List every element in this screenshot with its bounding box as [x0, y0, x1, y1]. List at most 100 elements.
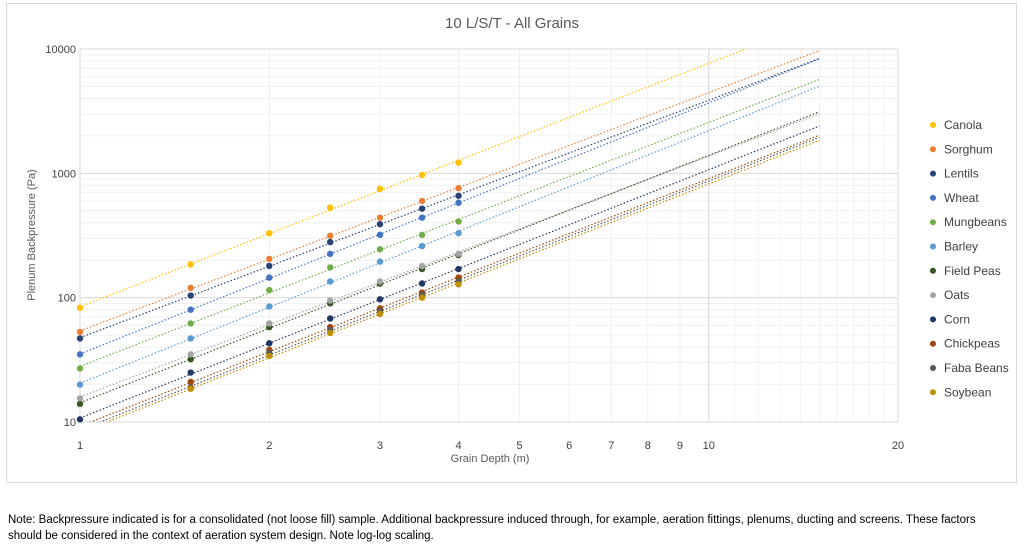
legend-label-faba-beans: Faba Beans — [944, 361, 1009, 375]
y-tick-label: 10 — [64, 417, 76, 429]
x-tick-label: 20 — [892, 440, 904, 452]
trendline-field-peas — [80, 111, 820, 404]
legend-label-sorghum: Sorghum — [944, 142, 993, 156]
trendline-sorghum — [80, 50, 820, 332]
axis-ticks: 10 100 1000 10000 1 2 3 4 5 6 7 8 9 10 20 — [45, 44, 904, 452]
chart-svg: 10 L/S/T - All Grains 10 100 1000 10000 1 2 3 4… — [26, 15, 1009, 465]
data-point-sorghum — [455, 184, 462, 192]
data-point-canola — [455, 159, 462, 166]
data-point-barley — [376, 258, 384, 265]
legend-label-lentils: Lentils — [944, 167, 979, 181]
data-point-canola — [266, 229, 273, 237]
x-tick-label: 3 — [377, 440, 383, 452]
data-point-soybean — [326, 329, 334, 337]
trendline-faba-beans — [98, 136, 820, 422]
data-point-canola — [76, 304, 84, 311]
data-point-barley — [418, 242, 426, 250]
data-point-wheat — [418, 214, 426, 221]
legend-label-barley: Barley — [944, 240, 978, 254]
data-point-corn — [266, 340, 273, 347]
footnote: Note: Backpressure indicated is for a co… — [8, 514, 976, 542]
data-point-mungbeans — [376, 246, 384, 253]
data-point-wheat — [455, 199, 462, 206]
data-point-barley — [76, 381, 84, 388]
data-point-soybean — [266, 352, 273, 360]
y-tick-label: 100 — [58, 293, 76, 305]
legend: Canola Sorghum Lentils Wheat Mungbeans Barley… — [930, 118, 1009, 399]
legend-marker-wheat — [930, 194, 936, 201]
data-point-corn — [187, 369, 194, 376]
data-point-chickpeas — [187, 378, 194, 386]
data-point-oats — [266, 320, 273, 327]
legend-marker-sorghum — [930, 146, 936, 153]
data-point-barley — [187, 335, 194, 342]
legend-label-soybean: Soybean — [944, 385, 991, 399]
data-point-lentils — [326, 238, 334, 246]
trendline-lentils — [80, 57, 820, 339]
data-point-oats — [455, 250, 462, 258]
data-point-wheat — [326, 250, 334, 258]
trendline-mungbeans — [80, 78, 820, 367]
data-point-corn — [76, 416, 84, 423]
x-tick-label: 6 — [566, 440, 572, 452]
trendline-canola — [80, 49, 748, 308]
data-point-canola — [187, 261, 194, 268]
data-point-lentils — [418, 205, 426, 212]
data-point-wheat — [376, 231, 384, 239]
data-point-sorghum — [326, 232, 334, 239]
data-point-oats — [76, 395, 84, 402]
data-point-field-peas — [187, 355, 194, 363]
data-point-mungbeans — [418, 231, 426, 239]
legend-label-chickpeas: Chickpeas — [944, 337, 1000, 351]
legend-label-oats: Oats — [944, 288, 969, 302]
trendline-chickpeas — [89, 134, 820, 422]
data-point-field-peas — [76, 400, 84, 408]
data-point-soybean — [376, 310, 384, 318]
data-point-barley — [326, 278, 334, 285]
data-point-mungbeans — [455, 218, 462, 225]
data-point-sorghum — [76, 328, 84, 336]
legend-marker-canola — [930, 122, 936, 128]
data-point-sorghum — [266, 255, 273, 263]
data-point-lentils — [187, 292, 194, 299]
data-point-soybean — [187, 385, 194, 392]
data-point-oats — [418, 262, 426, 270]
legend-label-wheat: Wheat — [944, 191, 979, 205]
data-point-oats — [187, 351, 194, 358]
data-point-corn — [326, 315, 334, 322]
x-tick-label: 1 — [77, 440, 83, 452]
data-point-oats — [376, 278, 384, 285]
data-point-corn — [455, 265, 462, 273]
trendlines — [80, 49, 820, 422]
x-tick-label: 4 — [455, 440, 461, 452]
data-point-corn — [418, 280, 426, 287]
x-tick-label: 2 — [266, 440, 272, 452]
legend-label-canola: Canola — [944, 118, 982, 132]
data-point-oats — [326, 297, 334, 304]
data-point-mungbeans — [266, 286, 273, 294]
data-point-sorghum — [187, 284, 194, 292]
chart-frame: 10 L/S/T - All Grains 10 100 1000 10000 1 2 3 4… — [6, 3, 1017, 483]
data-point-mungbeans — [326, 264, 334, 271]
legend-marker-lentils — [930, 170, 936, 177]
data-point-soybean — [455, 281, 462, 288]
x-tick-label: 9 — [677, 440, 683, 452]
legend-marker-chickpeas — [930, 340, 936, 347]
x-tick-label: 7 — [608, 440, 614, 452]
data-point-soybean — [418, 294, 426, 301]
legend-marker-barley — [930, 243, 936, 250]
data-point-lentils — [76, 335, 84, 342]
x-tick-label: 10 — [703, 440, 715, 452]
data-point-mungbeans — [187, 320, 194, 327]
data-point-mungbeans — [76, 365, 84, 372]
legend-marker-oats — [930, 292, 936, 299]
trendline-corn — [80, 125, 820, 419]
chart-title: 10 L/S/T - All Grains — [445, 15, 579, 32]
data-point-lentils — [376, 220, 384, 228]
y-tick-label: 1000 — [52, 168, 76, 180]
y-tick-label: 10000 — [45, 44, 76, 56]
legend-marker-faba-beans — [930, 365, 936, 371]
data-point-barley — [455, 229, 462, 237]
gridlines — [79, 48, 899, 423]
legend-marker-soybean — [930, 389, 936, 396]
